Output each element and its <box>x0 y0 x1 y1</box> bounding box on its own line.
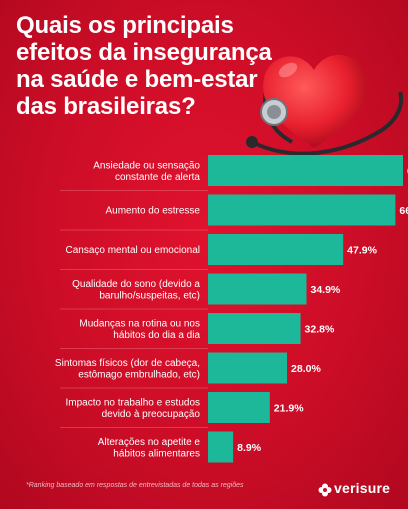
category-label-line: Sintomas físicos (dor de cabeça, <box>55 358 200 369</box>
bar-8 <box>208 431 234 463</box>
value-label-2: 66.4% <box>399 205 408 217</box>
category-label-line: barulho/suspeitas, etc) <box>99 290 200 301</box>
category-label-line: Cansaço mental ou emocional <box>65 245 200 256</box>
category-label-line: Impacto no trabalho e estudos <box>65 397 200 408</box>
title-line-2: efeitos da insegurança <box>16 39 272 66</box>
category-label-line: Aumento do estresse <box>106 206 201 217</box>
value-label-7: 21.9% <box>274 403 304 415</box>
category-label-line: hábitos alimentares <box>113 448 200 459</box>
value-label-3: 47.9% <box>347 245 377 257</box>
value-label-5: 32.8% <box>305 324 335 336</box>
bar-6 <box>208 352 288 384</box>
category-label-line: Ansiedade ou sensação <box>93 160 200 171</box>
value-label-8: 8.9% <box>237 442 262 454</box>
bar-7 <box>208 392 270 423</box>
category-label-5: Mudanças na rotina ou nos hábitos do dia … <box>79 318 200 341</box>
category-label-line: Qualidade do sono (devido a <box>72 279 200 290</box>
title-line-3: na saúde e bem-estar <box>16 66 258 93</box>
bar-5 <box>208 313 301 344</box>
bar-4 <box>208 273 307 305</box>
category-label-line: hábitos do dia a dia <box>113 330 200 341</box>
value-label-4: 34.9% <box>310 284 340 296</box>
category-label-1: Ansiedade ou sensação constante de alerta <box>93 160 200 183</box>
bar-2 <box>208 194 396 226</box>
verisure-logo: verisure <box>318 478 398 500</box>
brand-name: verisure <box>334 480 391 496</box>
category-label-6: Sintomas físicos (dor de cabeça, estômago… <box>55 358 200 381</box>
bar-3 <box>208 234 344 265</box>
heart-stethoscope-icon <box>246 54 403 156</box>
title-line-4: das brasileiras? <box>16 93 196 120</box>
category-label-8: Alterações no apetite e hábitos alimentar… <box>98 437 201 460</box>
category-label-7: Impacto no trabalho e estudos devido à pr… <box>65 397 200 420</box>
category-label-4: Qualidade do sono (devido a barulho/suspe… <box>72 279 200 302</box>
category-label-3: Cansaço mental ou emocional <box>65 245 200 256</box>
category-label-line: Mudanças na rotina ou nos <box>79 318 200 329</box>
verisure-flower-icon <box>318 483 332 497</box>
category-label-2: Aumento do estresse <box>106 206 201 217</box>
category-label-line: Alterações no apetite e <box>98 437 201 448</box>
title-line-1: Quais os principais <box>16 12 234 39</box>
page-title: Quais os principais efeitos da inseguran… <box>16 12 276 120</box>
category-label-line: estômago embrulhado, etc) <box>78 369 200 380</box>
bar-1 <box>208 155 403 186</box>
value-label-6: 28.0% <box>291 363 321 375</box>
footnote: *Ranking baseado em respostas de entrevi… <box>26 482 244 489</box>
category-label-line: constante de alerta <box>115 172 200 183</box>
category-label-line: devido à preocupação <box>102 409 201 420</box>
